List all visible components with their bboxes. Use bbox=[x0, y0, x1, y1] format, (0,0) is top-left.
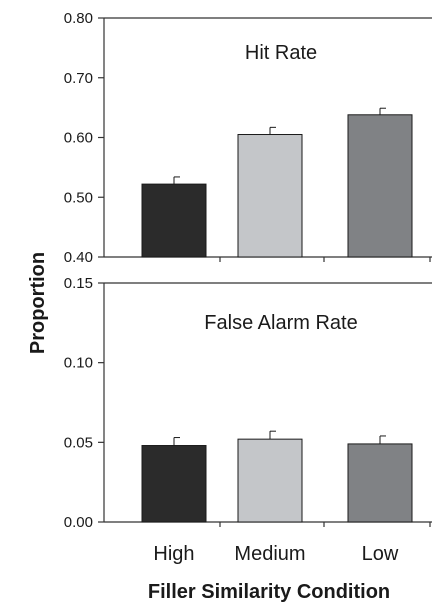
false-alarm-y-tick-label: 0.10 bbox=[64, 355, 93, 372]
y-axis-title: Proportion bbox=[27, 252, 49, 354]
hit-rate-y-tick-label: 0.50 bbox=[64, 189, 93, 206]
false-alarm-y-tick-label: 0.05 bbox=[64, 434, 93, 451]
hit-rate-y-tick-label: 0.70 bbox=[64, 70, 93, 87]
false-alarm-bar-medium bbox=[237, 438, 303, 523]
x-category-label-low: Low bbox=[362, 543, 399, 565]
x-category-labels: High Medium Low bbox=[153, 543, 398, 565]
false-alarm-y-tick-label: 0.15 bbox=[64, 275, 93, 292]
false-alarm-y-tick-label: 0.00 bbox=[64, 514, 93, 531]
false-alarm-bar-high bbox=[141, 445, 207, 523]
hit-rate-bar-low bbox=[347, 114, 413, 258]
hit-rate-y-tick-label: 0.60 bbox=[64, 130, 93, 147]
x-axis-title: Filler Similarity Condition bbox=[148, 581, 390, 603]
hit-rate-y-tick-label: 0.40 bbox=[64, 249, 93, 266]
hit-rate-bar-medium bbox=[237, 134, 303, 258]
hit-rate-panel-title: Hit Rate bbox=[245, 42, 317, 64]
false-alarm-panel-title: False Alarm Rate bbox=[204, 312, 357, 334]
x-category-label-medium: Medium bbox=[234, 543, 305, 565]
x-category-label-high: High bbox=[153, 543, 194, 565]
hit-rate-panel: 0.40 0.50 0.60 0.70 0.80 Hit Rate bbox=[64, 10, 432, 266]
false-alarm-panel: 0.00 0.05 0.10 0.15 False Alarm Rate bbox=[64, 275, 432, 531]
hit-rate-bar-high bbox=[141, 183, 207, 258]
false-alarm-bar-low bbox=[347, 443, 413, 523]
hit-rate-y-tick-label: 0.80 bbox=[64, 10, 93, 27]
